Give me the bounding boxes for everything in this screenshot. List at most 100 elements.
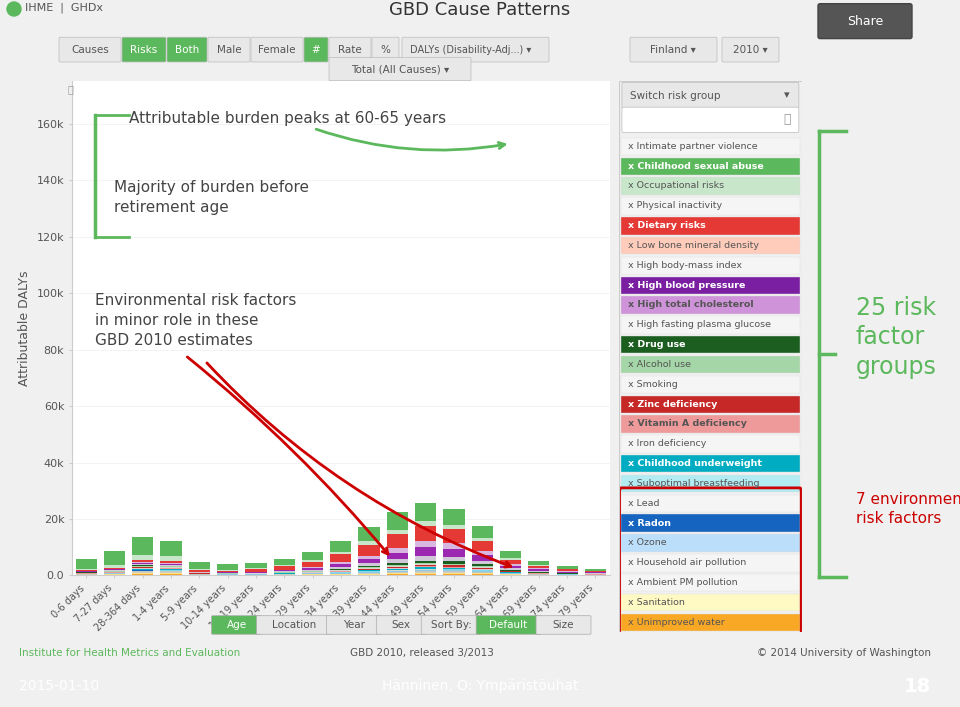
Bar xyxy=(528,561,549,565)
Bar xyxy=(387,559,408,563)
Bar xyxy=(217,570,238,571)
Bar xyxy=(471,571,492,572)
Text: 18: 18 xyxy=(904,677,931,696)
Bar xyxy=(387,530,408,534)
Text: 2015-01-10: 2015-01-10 xyxy=(19,679,99,694)
FancyBboxPatch shape xyxy=(476,616,541,634)
Text: x Zinc deficiency: x Zinc deficiency xyxy=(629,399,718,409)
Bar xyxy=(132,574,154,575)
Bar xyxy=(621,296,800,314)
Bar xyxy=(621,177,800,195)
Bar xyxy=(330,552,351,554)
Bar xyxy=(104,569,125,570)
Bar xyxy=(585,571,606,572)
Bar xyxy=(387,513,408,530)
FancyBboxPatch shape xyxy=(167,37,207,62)
Text: Sort By:: Sort By: xyxy=(431,620,471,630)
Text: Majority of burden before
retirement age: Majority of burden before retirement age xyxy=(114,180,309,215)
Text: 🔒: 🔒 xyxy=(67,84,73,94)
Bar xyxy=(387,534,408,549)
Text: Default: Default xyxy=(490,620,528,630)
Bar xyxy=(500,558,521,559)
Bar xyxy=(471,564,492,566)
Bar xyxy=(621,475,800,492)
Bar xyxy=(132,555,154,560)
Text: Year: Year xyxy=(343,620,365,630)
Bar xyxy=(330,567,351,568)
Bar xyxy=(471,542,492,551)
Bar xyxy=(189,571,210,572)
Text: x Childhood sexual abuse: x Childhood sexual abuse xyxy=(629,162,764,170)
Bar xyxy=(621,395,800,413)
Bar xyxy=(246,569,267,571)
Text: x Vitamin A deficiency: x Vitamin A deficiency xyxy=(629,419,747,428)
Bar xyxy=(415,566,436,567)
Text: Sex: Sex xyxy=(392,620,411,630)
Bar xyxy=(500,563,521,566)
FancyBboxPatch shape xyxy=(251,37,303,62)
Bar xyxy=(301,561,324,567)
Text: Female: Female xyxy=(258,45,296,54)
FancyBboxPatch shape xyxy=(622,107,799,132)
Text: ⌕: ⌕ xyxy=(783,113,791,127)
Bar xyxy=(621,594,800,612)
Bar xyxy=(621,356,800,373)
Bar xyxy=(160,574,181,575)
Bar xyxy=(301,551,324,560)
Bar xyxy=(387,563,408,565)
Bar xyxy=(330,541,351,552)
Text: Environmental risk factors
in minor role in these
GBD 2010 estimates: Environmental risk factors in minor role… xyxy=(95,293,296,348)
Text: Male: Male xyxy=(217,45,241,54)
Bar xyxy=(246,563,267,568)
Bar xyxy=(358,568,380,570)
Bar xyxy=(415,503,436,521)
Bar xyxy=(500,568,521,570)
Bar xyxy=(358,563,380,566)
FancyBboxPatch shape xyxy=(59,37,121,62)
FancyBboxPatch shape xyxy=(329,37,371,62)
Bar xyxy=(444,569,465,570)
Bar xyxy=(415,526,436,542)
FancyBboxPatch shape xyxy=(630,37,717,62)
Bar xyxy=(444,563,465,565)
FancyBboxPatch shape xyxy=(722,37,779,62)
Bar xyxy=(444,571,465,572)
Bar xyxy=(444,573,465,574)
Bar xyxy=(330,568,351,570)
Bar xyxy=(621,436,800,452)
Text: DALYs (Disability-Adj...) ▾: DALYs (Disability-Adj...) ▾ xyxy=(410,45,532,54)
Text: x Occupational risks: x Occupational risks xyxy=(629,182,725,190)
Text: x Physical inactivity: x Physical inactivity xyxy=(629,201,723,210)
Bar xyxy=(415,571,436,572)
Bar xyxy=(415,561,436,563)
Text: Institute for Health Metrics and Evaluation: Institute for Health Metrics and Evaluat… xyxy=(19,648,240,658)
Bar xyxy=(358,574,380,575)
Bar xyxy=(471,561,492,564)
Bar xyxy=(415,521,436,526)
Bar xyxy=(132,565,154,566)
Bar xyxy=(444,566,465,567)
Text: x Unimproved water: x Unimproved water xyxy=(629,618,725,626)
Bar xyxy=(217,571,238,572)
Bar xyxy=(387,565,408,566)
Bar xyxy=(189,562,210,569)
Bar xyxy=(160,566,181,567)
Text: x Low bone mineral density: x Low bone mineral density xyxy=(629,241,759,250)
Text: x Drug use: x Drug use xyxy=(629,340,685,349)
FancyBboxPatch shape xyxy=(421,616,481,634)
Text: x Dietary risks: x Dietary risks xyxy=(629,221,706,230)
Bar xyxy=(621,515,800,532)
Bar xyxy=(500,559,521,563)
Bar xyxy=(415,542,436,547)
Bar xyxy=(132,564,154,565)
FancyBboxPatch shape xyxy=(256,616,331,634)
Bar xyxy=(621,554,800,571)
Bar xyxy=(471,551,492,556)
Bar xyxy=(500,566,521,568)
Bar xyxy=(160,563,181,565)
Text: x High total cholesterol: x High total cholesterol xyxy=(629,300,754,310)
Text: Switch risk group: Switch risk group xyxy=(630,90,721,100)
FancyBboxPatch shape xyxy=(329,57,471,81)
Bar xyxy=(471,556,492,561)
Bar xyxy=(246,568,267,569)
